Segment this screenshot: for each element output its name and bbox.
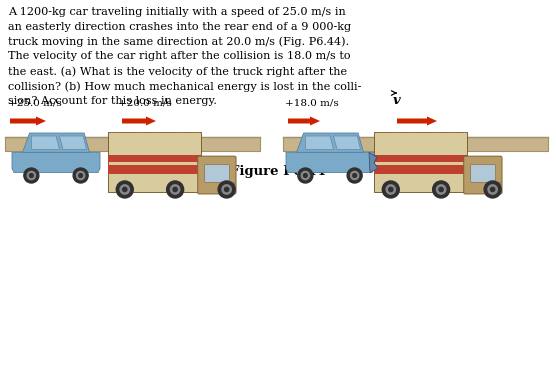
Circle shape [353, 174, 356, 177]
Text: v: v [393, 94, 401, 107]
Bar [374, 132, 467, 192]
Circle shape [304, 174, 307, 177]
FancyArrow shape [122, 116, 156, 126]
Bar [108, 155, 201, 162]
Bar [498, 182, 502, 191]
Circle shape [433, 181, 450, 198]
Polygon shape [286, 152, 374, 173]
Circle shape [73, 168, 88, 183]
Text: truck moving in the same direction at 20.0 m/s (Fig. P6.44).: truck moving in the same direction at 20… [8, 36, 349, 47]
Circle shape [116, 181, 133, 198]
Text: The velocity of the car right after the collision is 18.0 m/s to: The velocity of the car right after the … [8, 51, 351, 61]
Bar [374, 165, 467, 174]
Circle shape [298, 168, 313, 183]
Circle shape [77, 172, 85, 180]
Polygon shape [334, 136, 360, 149]
Circle shape [484, 181, 501, 198]
FancyBboxPatch shape [198, 156, 236, 194]
Text: Figure P6.44: Figure P6.44 [230, 165, 326, 178]
Polygon shape [369, 152, 378, 173]
Polygon shape [59, 136, 86, 149]
Polygon shape [12, 152, 100, 173]
Circle shape [167, 181, 183, 198]
FancyArrow shape [10, 116, 46, 126]
Polygon shape [296, 133, 364, 152]
Bar [5, 137, 260, 151]
Text: an easterly direction crashes into the rear end of a 9 000-kg: an easterly direction crashes into the r… [8, 22, 351, 32]
Bar [231, 182, 236, 191]
Circle shape [120, 185, 130, 194]
Circle shape [79, 174, 82, 177]
Circle shape [383, 181, 399, 198]
Circle shape [222, 185, 231, 194]
Circle shape [173, 187, 177, 192]
Text: +18.0 m/s: +18.0 m/s [285, 98, 339, 107]
Bar [283, 137, 548, 151]
FancyBboxPatch shape [464, 156, 502, 194]
Text: +20.0 m/s: +20.0 m/s [118, 98, 172, 107]
Circle shape [24, 168, 39, 183]
FancyArrow shape [397, 116, 437, 126]
Circle shape [301, 172, 310, 180]
Circle shape [488, 185, 497, 194]
Text: Before: Before [111, 150, 153, 163]
Circle shape [29, 174, 33, 177]
Polygon shape [305, 136, 334, 149]
Text: the east. (a) What is the velocity of the truck right after the: the east. (a) What is the velocity of th… [8, 66, 347, 77]
Circle shape [347, 168, 362, 183]
Circle shape [27, 172, 36, 180]
Text: After: After [399, 150, 431, 163]
FancyBboxPatch shape [205, 165, 230, 182]
Bar [108, 165, 201, 174]
Text: A 1200-kg car traveling initially with a speed of 25.0 m/s in: A 1200-kg car traveling initially with a… [8, 7, 346, 17]
Circle shape [171, 185, 180, 194]
Circle shape [218, 181, 235, 198]
Text: collision? (b) How much mechanical energy is lost in the colli-: collision? (b) How much mechanical energ… [8, 81, 361, 92]
Circle shape [225, 187, 229, 192]
Bar [108, 132, 201, 192]
FancyBboxPatch shape [470, 165, 495, 182]
Circle shape [123, 187, 127, 192]
Text: sion? Account for this loss in energy.: sion? Account for this loss in energy. [8, 96, 217, 106]
Circle shape [439, 187, 443, 192]
Polygon shape [23, 133, 90, 152]
Bar [374, 155, 467, 162]
Circle shape [350, 172, 359, 180]
Circle shape [386, 185, 395, 194]
Polygon shape [31, 136, 59, 149]
FancyArrow shape [288, 116, 320, 126]
Text: +25.0 m/s: +25.0 m/s [8, 98, 62, 107]
Circle shape [436, 185, 446, 194]
Circle shape [389, 187, 393, 192]
Circle shape [490, 187, 495, 192]
